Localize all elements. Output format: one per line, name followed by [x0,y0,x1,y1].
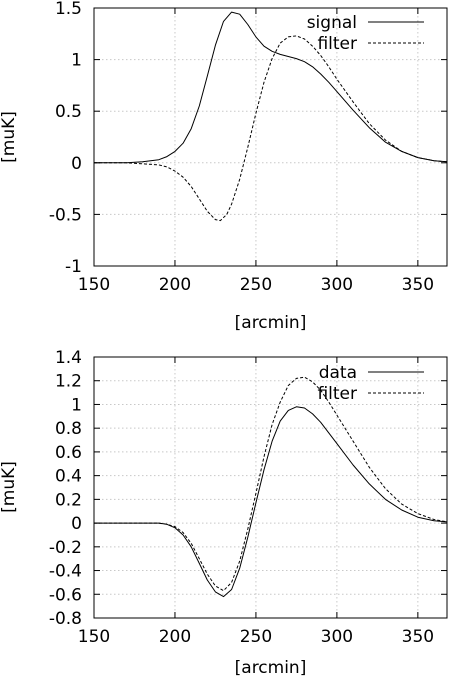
y-tick-label: -0.5 [49,205,82,225]
plot-frame [93,356,448,619]
y-tick-label: 0.2 [55,490,82,510]
y-tick-label: 0.8 [55,419,82,439]
x-axis-label: [arcmin] [235,658,307,678]
y-tick-label: 1.5 [55,0,82,19]
x-tick-label: 250 [240,275,272,295]
series-line-data [94,406,447,598]
y-tick-label: -1 [65,257,82,277]
y-tick-label: -0.4 [49,562,82,582]
series-line-filter [94,35,447,222]
legend-label: data [319,363,357,383]
y-tick-label: 0.6 [55,443,82,463]
legend-label: filter [317,384,357,404]
y-tick-label: -0.6 [49,585,82,605]
legend-label: signal [307,13,357,33]
x-tick-label: 150 [78,627,110,647]
y-tick-label: 1 [71,51,82,71]
x-tick-label: 350 [402,627,434,647]
y-tick-label: -0.8 [49,609,82,629]
x-tick-label: 200 [159,275,191,295]
legend-label: filter [317,34,357,54]
y-tick-label: 0.5 [55,102,82,122]
x-tick-label: 250 [240,627,272,647]
y-axis-label: [muK] [0,461,19,513]
y-tick-label: 1.2 [55,372,82,392]
x-tick-label: 200 [159,627,191,647]
x-tick-label: 300 [321,627,353,647]
x-tick-label: 300 [321,275,353,295]
y-tick-label: 0 [71,154,82,174]
y-tick-label: 1.4 [55,348,82,368]
y-tick-label: -0.2 [49,538,82,558]
y-axis-label: [muK] [0,111,19,163]
chart-top: 150 200 250 300 350 -1 -0.5 0 0.5 1 1.5 [arcmin] [mu… [0,0,448,333]
series-line-signal [94,11,447,164]
x-axis-label: [arcmin] [235,313,307,333]
y-tick-label: 1 [71,395,82,415]
x-tick-label: 150 [78,275,110,295]
y-tick-label: 0 [71,514,82,534]
chart-bottom: 150 200 250 300 350 -0.8 -0.6 -0.4 -0.2 0 0.2 0.4 0.… [0,348,448,678]
series-line-filter [94,376,447,592]
plot-frame [93,7,448,267]
y-tick-label: 0.4 [55,467,82,487]
x-tick-label: 350 [402,275,434,295]
